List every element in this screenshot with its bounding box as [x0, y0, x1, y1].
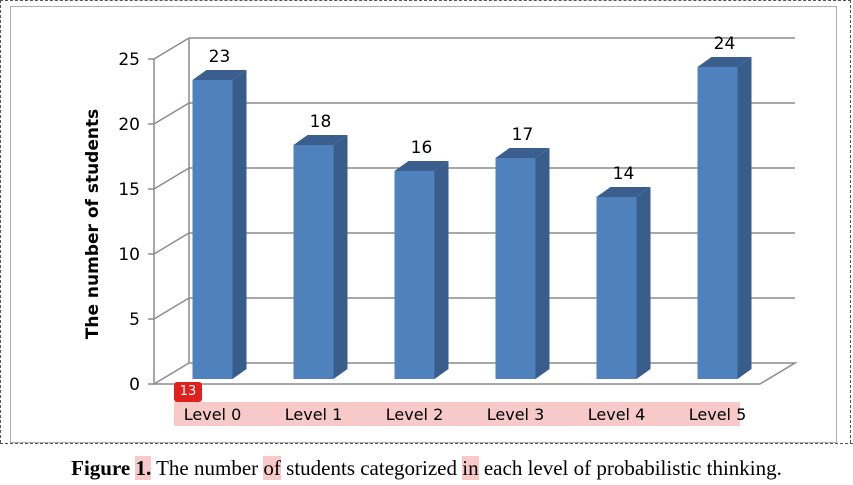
value-label: 17 [512, 125, 534, 145]
bar-side [232, 70, 247, 379]
x-tick-label: Level 2 [386, 405, 444, 424]
bar-top [697, 57, 752, 67]
gridlines [148, 37, 795, 385]
x-tick-labels: Level 0 Level 1 Level 2 Level 3 Level 4 Level… [184, 405, 747, 424]
x-tick-label: Level 3 [487, 405, 545, 424]
bar [495, 148, 550, 379]
bar-top [192, 70, 247, 80]
value-label: 16 [411, 138, 433, 158]
bar-front [495, 158, 536, 379]
caption-text-1: The number [151, 456, 264, 480]
value-label: 14 [613, 164, 635, 184]
bar-front [596, 197, 637, 379]
value-label: 23 [209, 47, 231, 67]
gridline-side [153, 37, 190, 60]
caption-figure-label: Figure [71, 456, 131, 480]
gridline-side [153, 167, 190, 190]
y-tick-label: 20 [118, 115, 140, 135]
caption-figure-number: 1. [135, 456, 152, 480]
y-tick-label: 0 [129, 375, 140, 395]
bar [394, 161, 449, 379]
bar-side [333, 135, 348, 379]
gridline-side [153, 297, 190, 320]
y-tick-labels: 0 5 10 15 20 25 [118, 50, 140, 395]
figure-border [0, 0, 851, 443]
chart-walls [153, 38, 190, 384]
x-tick-label: Level 4 [588, 405, 646, 424]
gridline-side [153, 102, 190, 125]
caption-text-2: students categorized [280, 456, 463, 480]
bar-top [293, 135, 348, 145]
bar-side [737, 57, 752, 379]
x-tick-label: Level 1 [285, 405, 343, 424]
bar-top [596, 187, 651, 197]
bar-front [192, 80, 233, 379]
bar-side [434, 161, 449, 379]
y-tick-label: 15 [118, 180, 140, 200]
value-labels: 23 18 16 17 14 24 [209, 34, 736, 184]
bar [596, 187, 651, 379]
bar [192, 70, 247, 379]
bar-front [293, 145, 334, 379]
y-axis-label: The number of students [83, 109, 103, 339]
figure-caption: Figure 1. The number of students categor… [0, 456, 853, 481]
y-tick-label: 10 [118, 245, 140, 265]
bar-top [394, 161, 449, 171]
caption-highlight-2: in [462, 456, 479, 480]
annotation-badge: 13 [174, 382, 202, 402]
bar [697, 57, 752, 379]
category-highlight [174, 402, 740, 426]
category-label-highlight [174, 402, 740, 426]
x-tick-label: Level 0 [184, 405, 242, 424]
caption-text-3: each level of probabilistic thinking. [478, 456, 782, 480]
gridline-side [153, 232, 190, 255]
bar-side [535, 148, 550, 379]
bar [293, 135, 348, 379]
value-label: 18 [310, 112, 332, 132]
bars [192, 57, 752, 379]
bar-side [636, 187, 651, 379]
caption-separator [0, 443, 853, 444]
caption-highlight-1: of [263, 456, 281, 480]
bar-front [394, 171, 435, 379]
bar-top [495, 148, 550, 158]
y-tick-label: 5 [129, 310, 140, 330]
value-label: 24 [714, 34, 736, 54]
y-tick-label: 25 [118, 50, 140, 70]
x-tick-label: Level 5 [689, 405, 747, 424]
bar-front [697, 67, 738, 379]
